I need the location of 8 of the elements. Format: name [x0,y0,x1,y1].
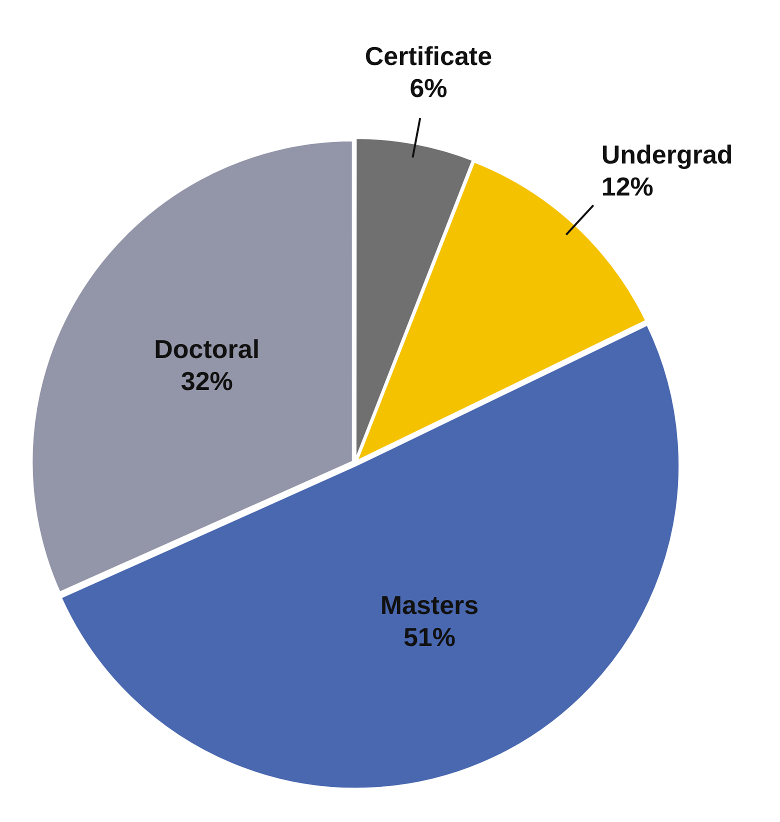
data-label: 32% [180,366,233,396]
slice-label: Certificate [364,41,492,72]
slice-label: Undergrad [601,139,733,170]
data-label: 6% [410,73,448,104]
data-label: 12% [601,171,654,202]
data-label: 51% [403,622,456,652]
slice-label: Doctoral [154,334,260,364]
slice-label: Masters [380,590,479,620]
